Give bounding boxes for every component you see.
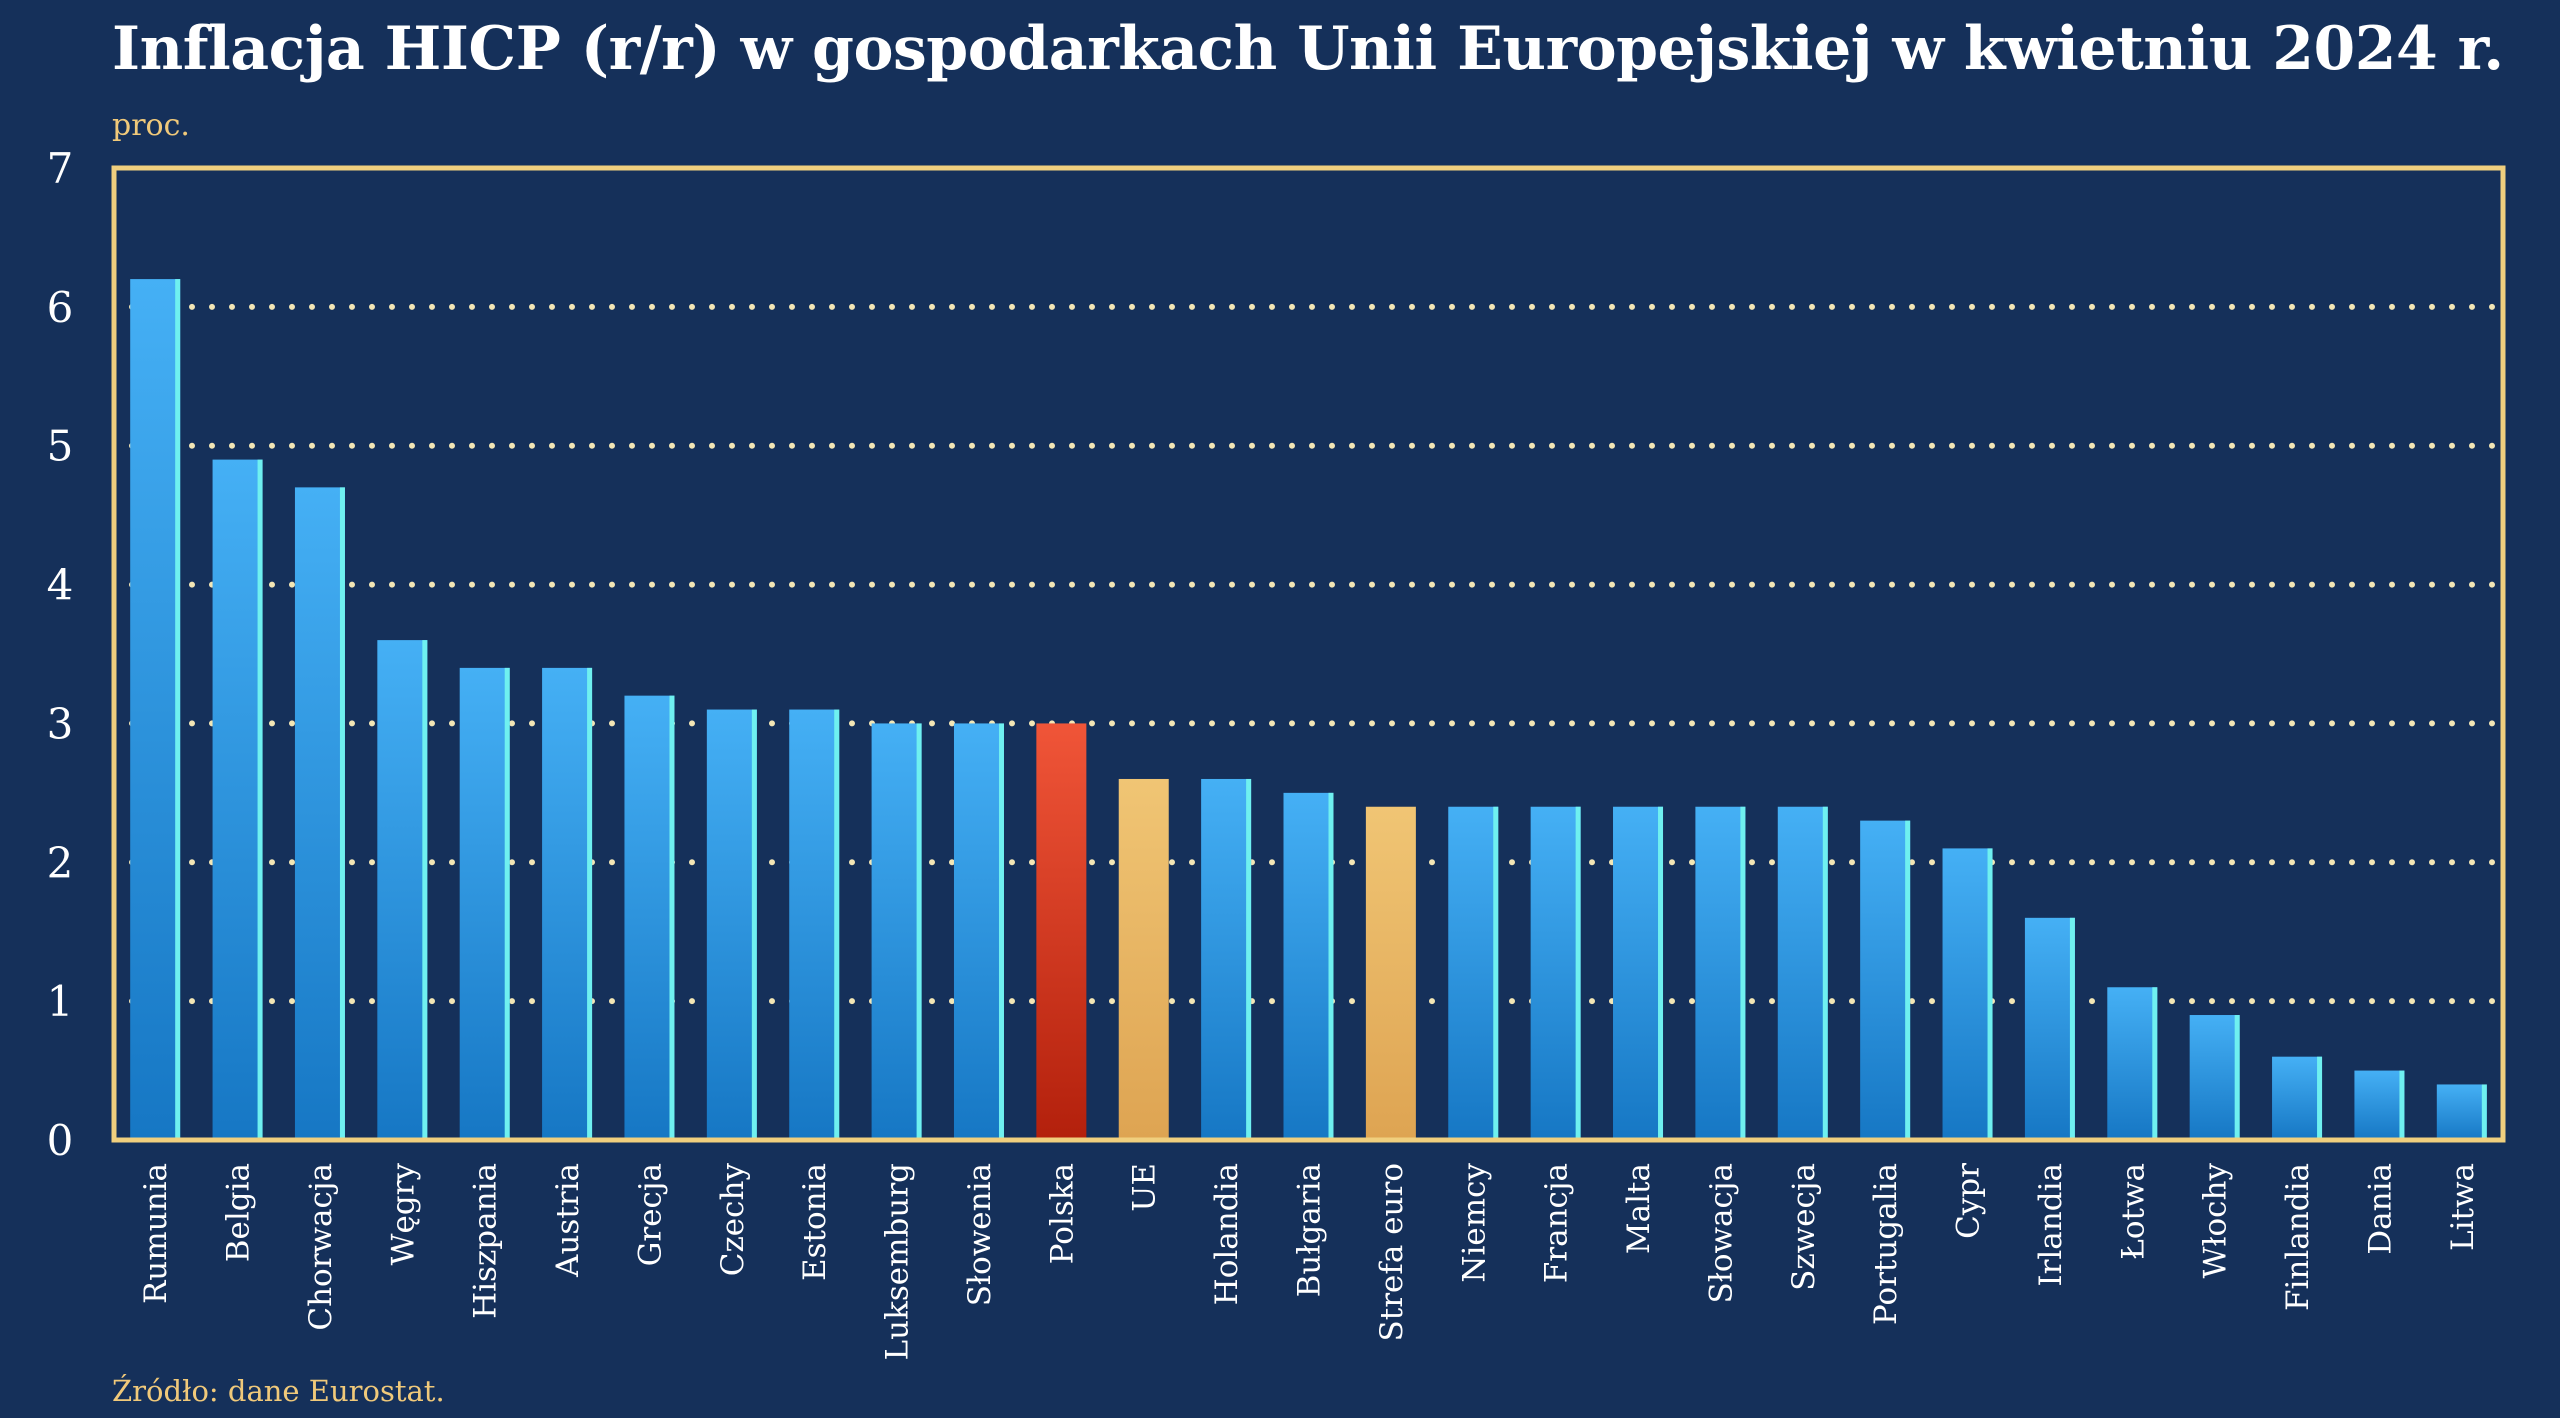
bar-edge-highlight <box>1493 806 1499 1140</box>
x-tick-label: Włochy <box>2198 1163 2234 1279</box>
bar-edge-highlight <box>2069 917 2075 1140</box>
bar-edge-highlight <box>1740 806 1746 1140</box>
chart-title: Inflacja HICP (r/r) w gospodarkach Unii … <box>112 14 2504 84</box>
bar-francja <box>1530 806 1581 1140</box>
bar-słowacja <box>1695 806 1746 1140</box>
bar-edge-highlight <box>504 667 510 1140</box>
x-tick-label: Węgry <box>385 1163 421 1266</box>
bar-polska <box>1036 723 1087 1140</box>
x-tick-label: Bułgaria <box>1292 1163 1328 1297</box>
y-tick-label: 7 <box>47 144 74 193</box>
bar-edge-highlight <box>2317 1056 2323 1140</box>
bar-hiszpania <box>459 667 510 1140</box>
bar-chorwacja <box>294 487 345 1140</box>
bar-edge-highlight <box>751 709 757 1140</box>
bar-edge-highlight <box>2481 1084 2487 1140</box>
x-tick-label: Czechy <box>715 1163 751 1277</box>
x-tick-label: UE <box>1127 1163 1163 1212</box>
y-tick-label: 5 <box>47 422 74 471</box>
bar-edge-highlight <box>175 279 181 1141</box>
y-tick-label: 4 <box>47 561 74 610</box>
bar-strefa-euro <box>1365 806 1416 1140</box>
x-tick-label: Chorwacja <box>303 1163 339 1331</box>
bar-luksemburg <box>871 723 922 1140</box>
bar-bułgaria <box>1283 792 1334 1140</box>
bar-edge-highlight <box>2152 987 2158 1140</box>
bar-estonia <box>789 709 840 1140</box>
x-tick-label: Belgia <box>221 1163 257 1262</box>
bar-portugalia <box>1860 820 1911 1140</box>
x-tick-label: Łotwa <box>2115 1163 2151 1260</box>
bar-edge-highlight <box>257 459 263 1141</box>
bar-edge-highlight <box>998 723 1004 1140</box>
x-tick-label: Słowenia <box>962 1163 998 1306</box>
x-tick-label: Rumunia <box>138 1163 174 1304</box>
bar-edge-highlight <box>1987 848 1993 1140</box>
bar-litwa <box>2436 1084 2487 1140</box>
x-tick-label: Szwecja <box>1786 1163 1822 1291</box>
bar-belgia <box>212 459 263 1141</box>
x-tick-label: Luksemburg <box>880 1163 916 1360</box>
bar-cypr <box>1942 848 1993 1140</box>
source-note: Źródło: dane Eurostat. <box>112 1374 445 1408</box>
bar-edge-highlight <box>422 640 428 1140</box>
bar-edge-highlight <box>2399 1070 2405 1140</box>
y-axis-unit-label: proc. <box>112 108 190 143</box>
bar-słowenia <box>953 723 1004 1140</box>
x-tick-label: Hiszpania <box>468 1163 504 1319</box>
bar-austria <box>542 667 593 1140</box>
bar-edge-highlight <box>2234 1015 2240 1140</box>
bar-rumunia <box>130 279 181 1141</box>
bar-czechy <box>706 709 757 1140</box>
bar-edge-highlight <box>587 667 593 1140</box>
y-tick-label: 1 <box>47 977 74 1026</box>
y-tick-label: 2 <box>47 838 74 887</box>
bar-holandia <box>1201 778 1252 1140</box>
bar-włochy <box>2189 1015 2240 1140</box>
x-tick-label: Austria <box>550 1163 586 1278</box>
bar-edge-highlight <box>834 709 840 1140</box>
x-tick-label: Strefa euro <box>1374 1163 1410 1341</box>
bar-irlandia <box>2024 917 2075 1140</box>
bar-edge-highlight <box>1575 806 1581 1140</box>
bar-edge-highlight <box>339 487 345 1140</box>
x-tick-label: Holandia <box>1209 1163 1245 1305</box>
x-tick-label: Finlandia <box>2280 1163 2316 1311</box>
x-tick-label: Malta <box>1621 1163 1657 1254</box>
bar-edge-highlight <box>1246 778 1252 1140</box>
bar-edge-highlight <box>916 723 922 1140</box>
y-tick-label: 6 <box>47 283 74 332</box>
bar-łotwa <box>2107 987 2158 1140</box>
plot-frame <box>111 165 2506 1143</box>
x-tick-label: Polska <box>1044 1163 1080 1264</box>
y-tick-label: 0 <box>47 1116 74 1165</box>
x-tick-label: Grecja <box>632 1163 668 1266</box>
x-tick-label: Cypr <box>1951 1163 1987 1239</box>
bar-edge-highlight <box>669 695 675 1140</box>
x-tick-label: Francja <box>1539 1163 1575 1283</box>
bar-grecja <box>624 695 675 1140</box>
bar-malta <box>1613 806 1664 1140</box>
bar-edge-highlight <box>1822 806 1828 1140</box>
bar-edge-highlight <box>1658 806 1664 1140</box>
x-tick-label: Estonia <box>797 1163 833 1281</box>
bar-węgry <box>377 640 428 1140</box>
bar-niemcy <box>1448 806 1499 1140</box>
y-tick-label: 3 <box>47 699 74 748</box>
bar-ue <box>1118 778 1169 1140</box>
bar-szwecja <box>1777 806 1828 1140</box>
x-tick-label: Niemcy <box>1456 1163 1492 1283</box>
x-tick-label: Litwa <box>2445 1163 2481 1251</box>
x-tick-label: Portugalia <box>1868 1163 1904 1325</box>
bar-finlandia <box>2272 1056 2323 1140</box>
bar-dania <box>2354 1070 2405 1140</box>
x-tick-label: Irlandia <box>2033 1163 2069 1287</box>
bar-edge-highlight <box>1905 820 1911 1140</box>
bar-edge-highlight <box>1328 792 1334 1140</box>
x-tick-label: Słowacja <box>1703 1163 1739 1303</box>
x-tick-label: Dania <box>2362 1163 2398 1255</box>
